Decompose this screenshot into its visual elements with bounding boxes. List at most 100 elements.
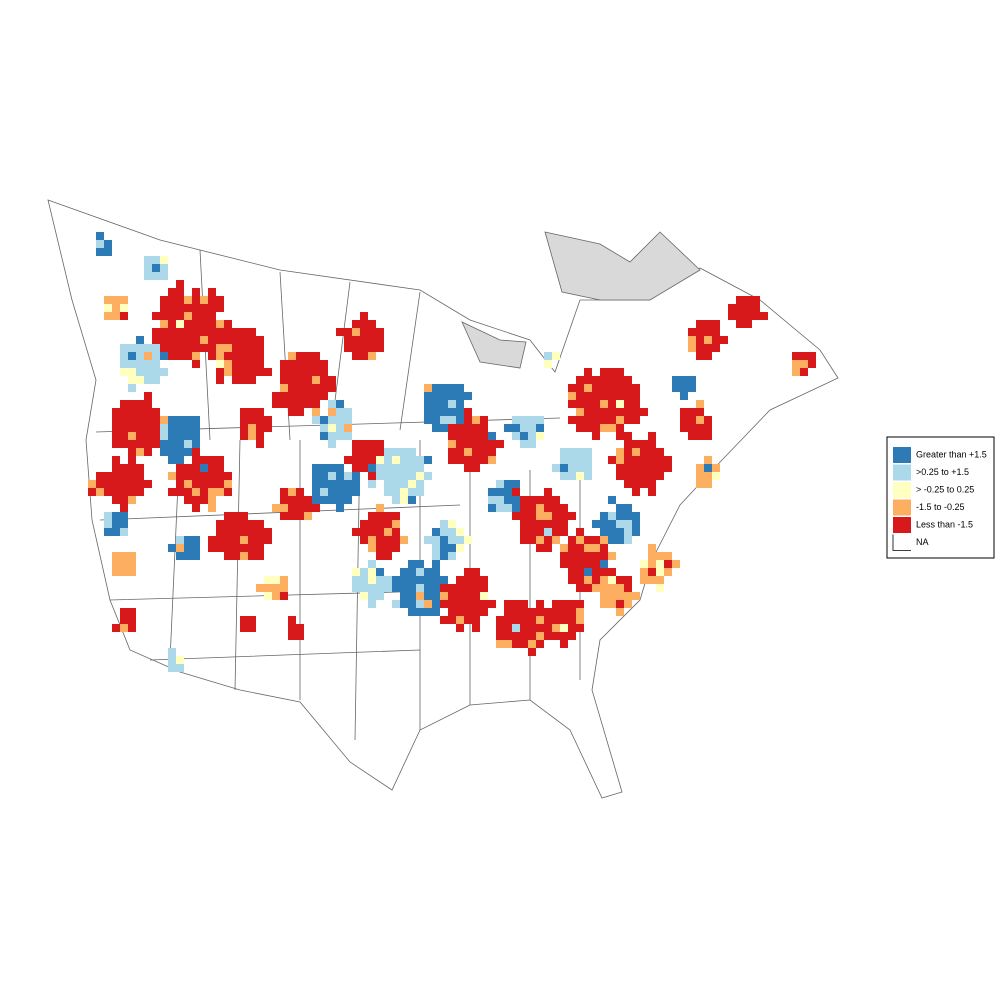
grid-cell <box>568 544 576 552</box>
grid-cell <box>568 560 576 568</box>
grid-cell <box>568 456 576 464</box>
grid-cell <box>392 464 400 472</box>
grid-cell <box>344 408 352 416</box>
grid-cell <box>304 368 312 376</box>
grid-cell <box>632 440 640 448</box>
grid-cell <box>560 640 568 648</box>
grid-cell <box>264 576 272 584</box>
grid-cell <box>616 536 624 544</box>
grid-cell <box>568 400 576 408</box>
grid-cell <box>536 536 544 544</box>
grid-cell <box>464 568 472 576</box>
grid-cell <box>656 456 664 464</box>
grid-cell <box>256 432 264 440</box>
grid-cell <box>456 384 464 392</box>
grid-cell <box>200 320 208 328</box>
grid-cell <box>264 584 272 592</box>
grid-cell <box>656 464 664 472</box>
grid-cell <box>240 416 248 424</box>
grid-cell <box>536 632 544 640</box>
grid-cell <box>472 616 480 624</box>
grid-cell <box>432 384 440 392</box>
grid-cell <box>136 352 144 360</box>
grid-cell <box>456 424 464 432</box>
grid-cell <box>472 568 480 576</box>
grid-cell <box>408 600 416 608</box>
grid-cell <box>656 584 664 592</box>
grid-cell <box>632 512 640 520</box>
grid-cell <box>120 400 128 408</box>
grid-cell <box>224 360 232 368</box>
grid-cell <box>296 392 304 400</box>
grid-cell <box>528 424 536 432</box>
grid-cell <box>528 496 536 504</box>
grid-cell <box>112 560 120 568</box>
grid-cell <box>184 328 192 336</box>
grid-cell <box>376 592 384 600</box>
grid-cell <box>584 584 592 592</box>
grid-cell <box>392 512 400 520</box>
grid-cell <box>248 552 256 560</box>
grid-cell <box>560 632 568 640</box>
grid-cell <box>416 592 424 600</box>
grid-cell <box>192 312 200 320</box>
grid-cell <box>280 504 288 512</box>
grid-cell <box>320 488 328 496</box>
grid-cell <box>640 440 648 448</box>
grid-cell <box>224 528 232 536</box>
grid-cell <box>280 376 288 384</box>
grid-cell <box>624 384 632 392</box>
grid-cell <box>392 528 400 536</box>
grid-cell <box>576 408 584 416</box>
grid-cell <box>448 600 456 608</box>
grid-cell <box>504 632 512 640</box>
grid-cell <box>464 616 472 624</box>
grid-cell <box>128 376 136 384</box>
grid-cell <box>112 528 120 536</box>
grid-cell <box>392 536 400 544</box>
grid-cell <box>600 552 608 560</box>
grid-cell <box>152 440 160 448</box>
grid-cell <box>128 488 136 496</box>
grid-cell <box>488 600 496 608</box>
grid-cell <box>288 352 296 360</box>
grid-cell <box>176 456 184 464</box>
grid-cell <box>408 584 416 592</box>
grid-cell <box>376 536 384 544</box>
grid-cell <box>112 456 120 464</box>
grid-cell <box>128 472 136 480</box>
grid-cell <box>648 568 656 576</box>
grid-cell <box>696 408 704 416</box>
grid-cell <box>552 632 560 640</box>
na-region <box>544 231 701 301</box>
grid-cell <box>112 488 120 496</box>
grid-cell <box>416 568 424 576</box>
grid-cell <box>360 576 368 584</box>
grid-cell <box>360 592 368 600</box>
grid-cell <box>256 528 264 536</box>
grid-cell <box>584 576 592 584</box>
grid-cell <box>248 416 256 424</box>
grid-cell <box>688 376 696 384</box>
grid-cell <box>264 416 272 424</box>
grid-cell <box>240 344 248 352</box>
grid-cell <box>120 408 128 416</box>
grid-cell <box>704 416 712 424</box>
grid-cell <box>264 368 272 376</box>
grid-cell <box>576 544 584 552</box>
grid-cell <box>496 488 504 496</box>
grid-cell <box>216 456 224 464</box>
grid-cell <box>544 512 552 520</box>
grid-cell <box>320 368 328 376</box>
grid-cell <box>168 304 176 312</box>
grid-cell <box>456 584 464 592</box>
grid-cell <box>544 520 552 528</box>
grid-cell <box>184 296 192 304</box>
grid-cell <box>424 392 432 400</box>
grid-cell <box>352 472 360 480</box>
grid-cell <box>112 440 120 448</box>
grid-cell <box>440 600 448 608</box>
grid-cell <box>360 528 368 536</box>
grid-cell <box>192 552 200 560</box>
